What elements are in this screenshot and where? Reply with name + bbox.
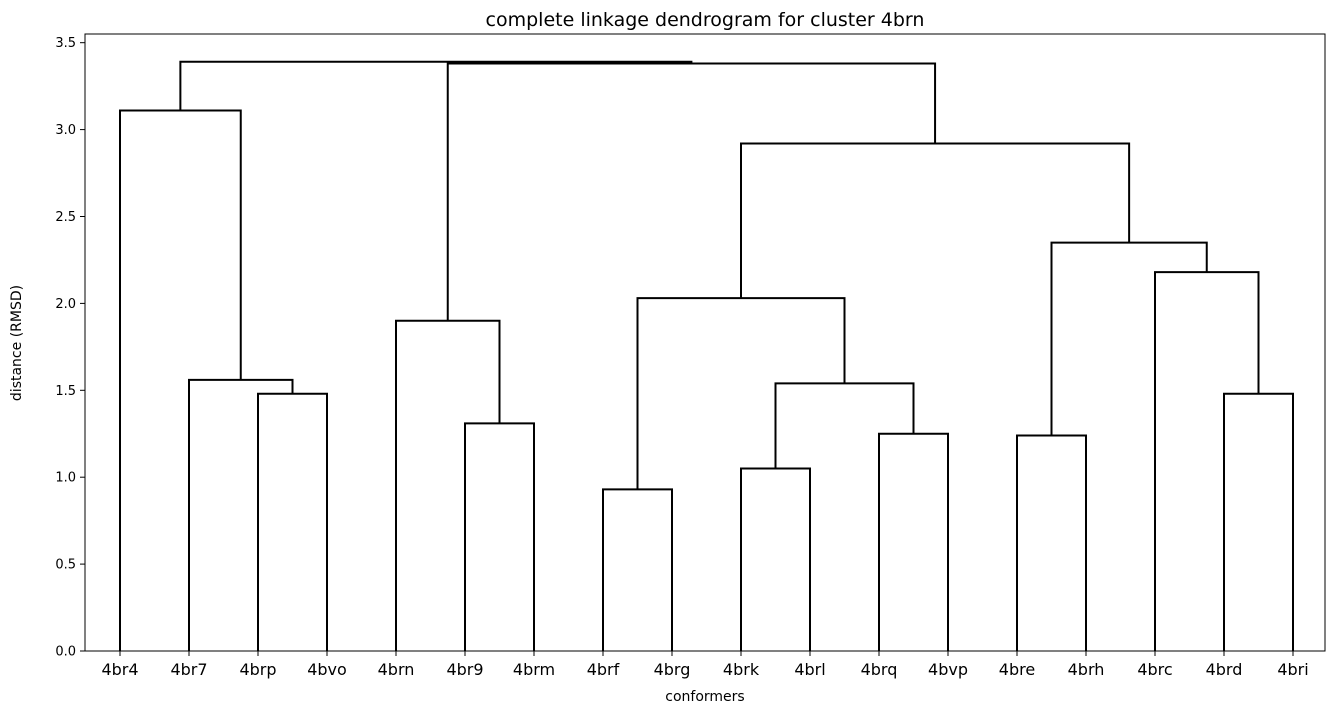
dendrogram-link xyxy=(465,423,534,651)
leaf-label-4brg: 4brg xyxy=(654,660,691,679)
leaf-label-4brq: 4brq xyxy=(861,660,898,679)
leaf-label-4brn: 4brn xyxy=(378,660,415,679)
dendrogram-link xyxy=(879,434,948,651)
y-tick-label: 3.5 xyxy=(55,36,76,51)
dendrogram-link xyxy=(1017,435,1086,651)
y-tick-label: 1.5 xyxy=(55,384,76,399)
dendrogram-link xyxy=(638,298,845,489)
leaf-label-4bre: 4bre xyxy=(999,660,1035,679)
leaf-label-4bvp: 4bvp xyxy=(928,660,968,679)
y-axis: 0.0 0.5 1.0 1.5 2.0 2.5 3.0 3.5 xyxy=(55,36,85,659)
y-tick-label: 1.0 xyxy=(55,471,76,486)
y-tick-label: 2.0 xyxy=(55,297,76,312)
dendrogram-link xyxy=(258,394,327,651)
leaf-label-4brm: 4brm xyxy=(513,660,555,679)
x-axis: 4br4 4br7 4brp 4bvo 4brn 4br9 4brm 4brf 4brg 4brk… xyxy=(101,651,1308,679)
leaf-label-4brl: 4brl xyxy=(794,660,825,679)
dendrogram-link xyxy=(776,383,914,468)
y-axis-label: distance (RMSD) xyxy=(9,285,25,401)
leaf-label-4brd: 4brd xyxy=(1206,660,1243,679)
chart-title: complete linkage dendrogram for cluster … xyxy=(486,9,925,31)
dendrogram-link xyxy=(448,64,935,321)
dendrogram-link xyxy=(1224,394,1293,651)
dendrogram-links xyxy=(120,62,1293,651)
dendrogram-link xyxy=(741,469,810,651)
y-tick-label: 0.5 xyxy=(55,558,76,573)
leaf-label-4br7: 4br7 xyxy=(170,660,207,679)
dendrogram-link xyxy=(603,489,672,651)
leaf-label-4brk: 4brk xyxy=(723,660,760,679)
y-tick-label: 3.0 xyxy=(55,123,76,138)
leaf-label-4br4: 4br4 xyxy=(101,660,138,679)
dendrogram-link-root xyxy=(180,62,691,111)
dendrogram-link xyxy=(1155,272,1259,651)
leaf-label-4brf: 4brf xyxy=(587,660,620,679)
leaf-label-4bvo: 4bvo xyxy=(307,660,347,679)
plot-frame xyxy=(85,34,1325,651)
dendrogram-link xyxy=(189,380,293,651)
dendrogram-link xyxy=(741,143,1129,298)
leaf-label-4bri: 4bri xyxy=(1277,660,1308,679)
leaf-label-4brc: 4brc xyxy=(1137,660,1172,679)
y-tick-label: 2.5 xyxy=(55,210,76,225)
y-tick-label: 0.0 xyxy=(55,645,76,660)
leaf-label-4brp: 4brp xyxy=(239,660,276,679)
dendrogram-link xyxy=(396,321,500,651)
x-axis-label: conformers xyxy=(665,689,744,705)
leaf-label-4br9: 4br9 xyxy=(446,660,483,679)
leaf-label-4brh: 4brh xyxy=(1068,660,1105,679)
